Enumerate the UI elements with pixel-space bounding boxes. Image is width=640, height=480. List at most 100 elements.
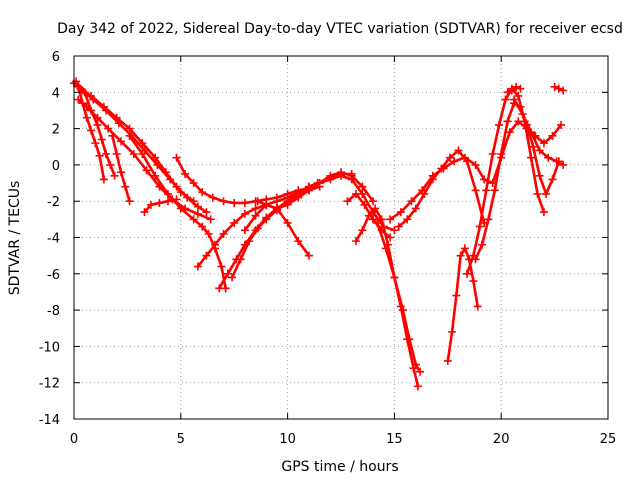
data-point: [163, 189, 172, 198]
data-point: [559, 86, 568, 95]
series-trace: [217, 172, 353, 290]
data-point: [381, 244, 390, 253]
data-point: [163, 197, 172, 206]
data-point: [116, 168, 125, 177]
data-point: [507, 86, 516, 95]
y-tick-label: 6: [52, 50, 60, 65]
data-point: [74, 82, 83, 91]
data-point: [108, 131, 117, 140]
data-point: [503, 117, 512, 126]
data-point: [535, 171, 544, 180]
data-point: [155, 199, 164, 208]
data-point: [463, 157, 472, 166]
data-point: [114, 119, 123, 128]
data-point: [437, 164, 446, 173]
y-tick-label: -14: [39, 413, 60, 428]
series-trace: [506, 85, 522, 94]
data-point: [106, 160, 115, 169]
data-point: [125, 197, 134, 206]
series-trace: [376, 221, 422, 374]
data-point: [501, 95, 510, 104]
data-point: [548, 175, 557, 184]
data-point: [488, 150, 497, 159]
data-point: [473, 302, 482, 311]
series-sat-21: [443, 244, 482, 365]
data-point: [176, 188, 185, 197]
data-point: [110, 171, 119, 180]
data-point: [206, 215, 215, 224]
x-tick-label: 15: [386, 432, 403, 447]
data-point: [514, 91, 523, 100]
data-point: [364, 211, 373, 220]
data-point: [153, 160, 162, 169]
data-point: [469, 277, 478, 286]
data-point: [166, 175, 175, 184]
x-axis-label: GPS time / hours: [281, 459, 398, 475]
data-point: [326, 175, 335, 184]
data-point: [198, 188, 207, 197]
y-tick-label: 4: [52, 86, 60, 101]
data-point: [454, 146, 463, 155]
data-point: [347, 175, 356, 184]
data-point: [208, 193, 217, 202]
data-point: [219, 197, 228, 206]
data-point: [204, 229, 213, 238]
data-point: [95, 151, 104, 160]
data-point: [358, 226, 367, 235]
data-point: [394, 222, 403, 231]
series-sat-18: [373, 218, 425, 376]
data-point: [390, 273, 399, 282]
data-point: [93, 120, 102, 129]
data-point: [373, 218, 382, 227]
data-point: [176, 204, 185, 213]
y-tick-label: -8: [47, 304, 60, 319]
data-point: [475, 222, 484, 231]
data-point: [215, 284, 224, 293]
data-point: [407, 197, 416, 206]
data-point: [236, 255, 245, 264]
data-point: [516, 84, 525, 93]
x-tick-label: 5: [177, 432, 185, 447]
y-tick-label: -12: [39, 377, 60, 392]
data-point: [78, 99, 87, 108]
data-point: [460, 244, 469, 253]
data-point: [82, 113, 91, 122]
data-point: [240, 209, 249, 218]
data-point: [181, 169, 190, 178]
data-point: [125, 124, 134, 133]
data-point: [377, 215, 386, 224]
data-point: [262, 215, 271, 224]
data-point: [548, 131, 557, 140]
data-point: [230, 199, 239, 208]
data-point: [198, 222, 207, 231]
data-point: [358, 182, 367, 191]
data-point: [518, 110, 527, 119]
data-point: [552, 157, 561, 166]
data-point: [315, 179, 324, 188]
data-point: [245, 237, 254, 246]
data-point: [210, 240, 219, 249]
grid-layer: [74, 56, 608, 419]
data-point: [138, 150, 147, 159]
data-point: [386, 215, 395, 224]
data-point: [172, 195, 181, 204]
x-tick-label: 10: [279, 432, 296, 447]
data-point: [480, 175, 489, 184]
data-point: [557, 120, 566, 129]
data-point: [193, 209, 202, 218]
data-point: [490, 186, 499, 195]
series-trace: [446, 247, 479, 363]
data-point: [443, 356, 452, 365]
x-tick-label: 0: [70, 432, 78, 447]
data-point: [527, 153, 536, 162]
data-point: [503, 88, 512, 97]
data-point: [533, 189, 542, 198]
x-tick-label: 25: [600, 432, 617, 447]
data-point: [403, 215, 412, 224]
data-point: [142, 166, 151, 175]
data-point: [495, 120, 504, 129]
data-point: [471, 255, 480, 264]
data-point: [294, 193, 303, 202]
data-point: [304, 251, 313, 260]
